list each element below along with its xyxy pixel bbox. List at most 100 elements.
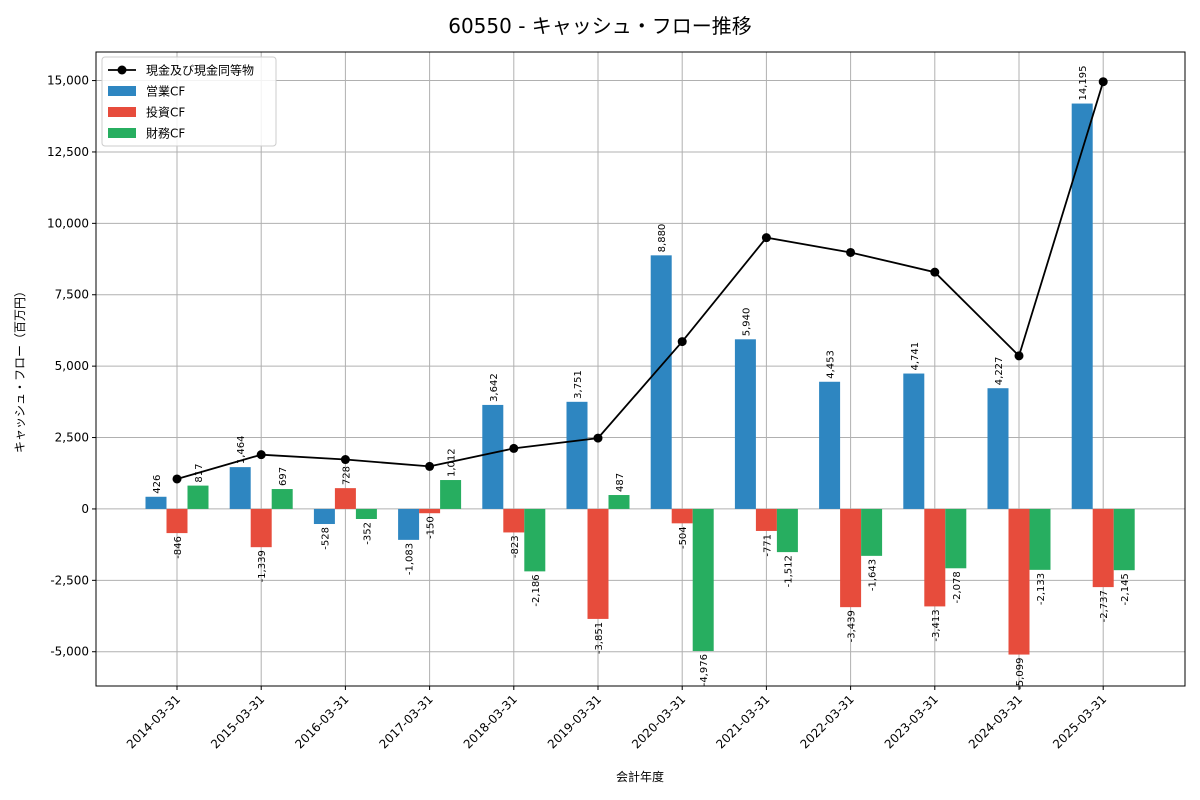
data-label: -3,851 bbox=[594, 622, 605, 654]
data-label: 426 bbox=[152, 475, 163, 494]
x-tick-label: 2017-03-31 bbox=[377, 692, 436, 751]
y-tick-label: 12,500 bbox=[47, 145, 89, 159]
x-tick-label: 2019-03-31 bbox=[545, 692, 604, 751]
data-label: -3,413 bbox=[931, 609, 942, 641]
bar bbox=[482, 404, 504, 509]
bar bbox=[355, 508, 377, 519]
cash-line-point bbox=[509, 443, 519, 453]
y-tick-label: 7,500 bbox=[55, 288, 89, 302]
x-tick-label: 2023-03-31 bbox=[882, 692, 941, 751]
data-label: 4,741 bbox=[910, 342, 921, 371]
x-tick-label: 2014-03-31 bbox=[124, 692, 183, 751]
data-label: 697 bbox=[278, 467, 289, 486]
legend-swatch bbox=[108, 128, 136, 138]
data-label: 8,880 bbox=[657, 224, 668, 253]
x-axis: 2014-03-31 2015-03-31 2016-03-31 2017-03-31… bbox=[124, 686, 1109, 751]
y-tick-label: -5,000 bbox=[50, 645, 89, 659]
data-label: -2,737 bbox=[1099, 590, 1110, 622]
legend-box bbox=[101, 56, 277, 147]
bar bbox=[861, 508, 883, 556]
data-labels: 426 1,464 -528 -1,083 3,642 3,751 8,880 5,940 4,… bbox=[152, 66, 1131, 690]
bar bbox=[987, 388, 1009, 509]
data-label: -1,339 bbox=[257, 550, 268, 582]
data-label: 4,453 bbox=[826, 350, 837, 379]
y-tick-label: 10,000 bbox=[47, 216, 89, 230]
y-tick-label: 15,000 bbox=[47, 74, 89, 88]
x-tick-label: 2016-03-31 bbox=[292, 692, 351, 751]
bar bbox=[187, 485, 209, 509]
data-label: 817 bbox=[194, 464, 205, 483]
bar bbox=[250, 508, 272, 548]
data-label: -352 bbox=[362, 522, 373, 545]
data-label: 3,642 bbox=[489, 373, 500, 402]
bar bbox=[313, 508, 335, 525]
y-tick-label: 2,500 bbox=[55, 431, 89, 445]
y-axis-label: キャッシュ・フロー（百万円） bbox=[13, 285, 27, 453]
cash-line-point bbox=[846, 247, 856, 257]
cash-line-point bbox=[340, 455, 350, 465]
x-tick-label: 2015-03-31 bbox=[208, 692, 267, 751]
data-label: -2,145 bbox=[1120, 573, 1131, 605]
y-tick-label: -2,500 bbox=[50, 573, 89, 587]
data-label: 487 bbox=[615, 473, 626, 492]
x-tick-label: 2018-03-31 bbox=[461, 692, 520, 751]
bars bbox=[145, 103, 1135, 655]
x-axis-label: 会計年度 bbox=[616, 769, 664, 784]
bar bbox=[440, 480, 462, 509]
cash-line-point bbox=[677, 337, 687, 347]
bar bbox=[166, 508, 188, 534]
bar bbox=[671, 508, 693, 524]
bar bbox=[419, 508, 441, 514]
bar bbox=[229, 467, 251, 509]
y-axis: -5,000 -2,500 0 2,500 5,000 7,500 10,000 12,500… bbox=[47, 74, 96, 659]
bar bbox=[334, 488, 356, 509]
grid bbox=[96, 52, 1185, 686]
bar bbox=[1029, 508, 1051, 570]
data-label: -2,133 bbox=[1036, 573, 1047, 605]
cash-line-point bbox=[930, 267, 940, 277]
plot-frame bbox=[95, 51, 1186, 687]
bar bbox=[776, 508, 798, 553]
bar bbox=[271, 489, 293, 509]
cash-line-point bbox=[593, 433, 603, 443]
bar bbox=[924, 508, 946, 607]
cash-line-point bbox=[761, 233, 771, 243]
x-tick-label: 2020-03-31 bbox=[629, 692, 688, 751]
chart-title: 60550 - キャッシュ・フロー推移 bbox=[448, 14, 752, 38]
bar bbox=[819, 381, 841, 509]
data-label: -504 bbox=[678, 526, 689, 549]
bar bbox=[398, 508, 420, 540]
data-label: -4,976 bbox=[699, 654, 710, 686]
cash-line-point bbox=[425, 461, 435, 471]
data-label: -771 bbox=[762, 534, 773, 557]
bar bbox=[903, 373, 925, 509]
bar bbox=[755, 508, 777, 531]
bar bbox=[587, 508, 609, 619]
x-tick-label: 2022-03-31 bbox=[798, 692, 857, 751]
data-label: 1,464 bbox=[236, 435, 247, 464]
data-label: -1,643 bbox=[868, 559, 879, 591]
data-label: 5,940 bbox=[741, 308, 752, 337]
data-label: 1,012 bbox=[447, 448, 458, 477]
bar bbox=[1113, 508, 1135, 571]
data-label: -3,439 bbox=[847, 610, 858, 642]
bar bbox=[608, 495, 630, 509]
legend-swatch bbox=[108, 107, 136, 117]
data-label: 4,227 bbox=[994, 357, 1005, 386]
cash-line-point bbox=[1014, 351, 1024, 361]
bar bbox=[145, 496, 167, 509]
bar bbox=[945, 508, 967, 569]
bar bbox=[840, 508, 862, 608]
bar bbox=[503, 508, 525, 533]
data-label: -823 bbox=[510, 535, 521, 558]
data-label: -528 bbox=[320, 527, 331, 550]
legend-label: 財務CF bbox=[146, 126, 185, 141]
x-tick-label: 2024-03-31 bbox=[966, 692, 1025, 751]
bar bbox=[692, 508, 714, 652]
data-label: -2,186 bbox=[531, 574, 542, 606]
y-tick-label: 5,000 bbox=[55, 359, 89, 373]
x-tick-label: 2021-03-31 bbox=[713, 692, 772, 751]
data-label: 3,751 bbox=[573, 370, 584, 399]
legend-marker bbox=[117, 65, 127, 75]
